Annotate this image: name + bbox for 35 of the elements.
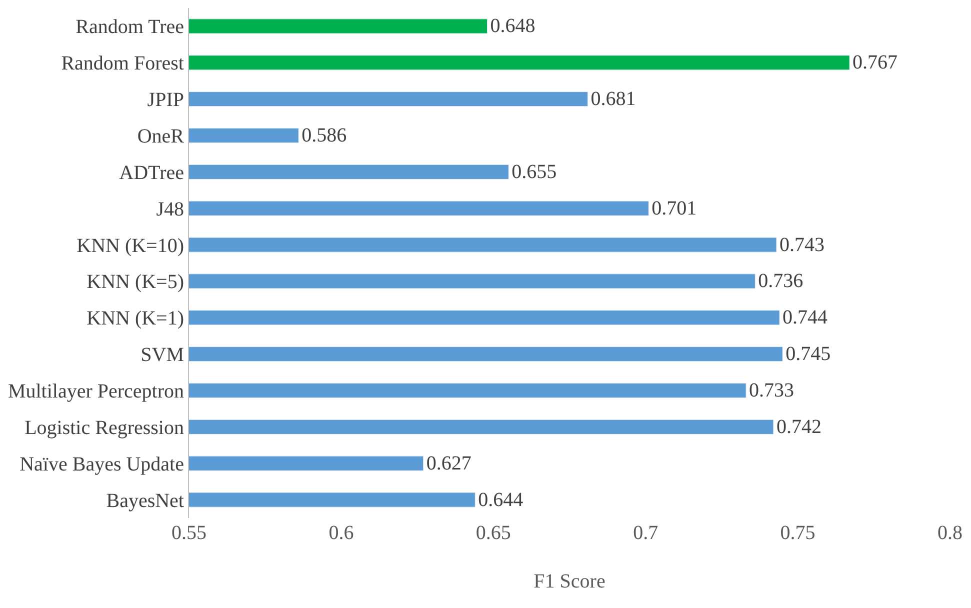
- y-tick-label: Random Tree: [76, 16, 184, 38]
- x-tick-label: 0.8: [938, 522, 962, 544]
- data-label: 0.681: [590, 88, 636, 110]
- y-tick-label: Naïve Bayes Update: [20, 453, 184, 476]
- y-tick-label: KNN (K=5): [86, 271, 184, 294]
- y-tick-label: Random Forest: [61, 52, 184, 75]
- data-label: 0.736: [758, 270, 804, 292]
- data-label: 0.644: [478, 488, 524, 511]
- y-tick-label: ADTree: [119, 162, 184, 184]
- data-label: 0.701: [652, 197, 697, 220]
- data-label: 0.744: [782, 306, 828, 329]
- x-axis-title: F1 Score: [534, 570, 606, 592]
- x-tick-label: 0.65: [476, 522, 511, 544]
- x-tick-label: 0.75: [780, 522, 816, 544]
- y-tick-label: J48: [156, 198, 184, 220]
- y-tick-label: KNN (K=1): [86, 308, 184, 330]
- y-tick-label: JPIP: [147, 89, 184, 112]
- data-label: 0.733: [749, 380, 794, 402]
- data-label: 0.742: [776, 416, 822, 438]
- y-tick-label: Logistic Regression: [24, 416, 184, 439]
- y-tick-label: Multilayer Perceptron: [8, 380, 184, 402]
- data-label: 0.627: [426, 452, 472, 474]
- y-tick-label: SVM: [140, 344, 184, 366]
- x-tick-label: 0.6: [328, 522, 354, 544]
- y-tick-label: KNN (K=10): [76, 234, 184, 257]
- x-tick-label: 0.55: [172, 522, 206, 544]
- y-tick-label: BayesNet: [106, 490, 184, 512]
- y-tick-label: OneR: [137, 126, 185, 148]
- data-label: 0.745: [786, 343, 831, 366]
- data-label: 0.648: [490, 15, 536, 38]
- x-tick-label: 0.7: [633, 522, 658, 544]
- data-label: 0.586: [302, 124, 347, 146]
- data-label: 0.743: [779, 234, 824, 256]
- data-label: 0.655: [512, 160, 557, 183]
- data-label: 0.767: [852, 52, 898, 74]
